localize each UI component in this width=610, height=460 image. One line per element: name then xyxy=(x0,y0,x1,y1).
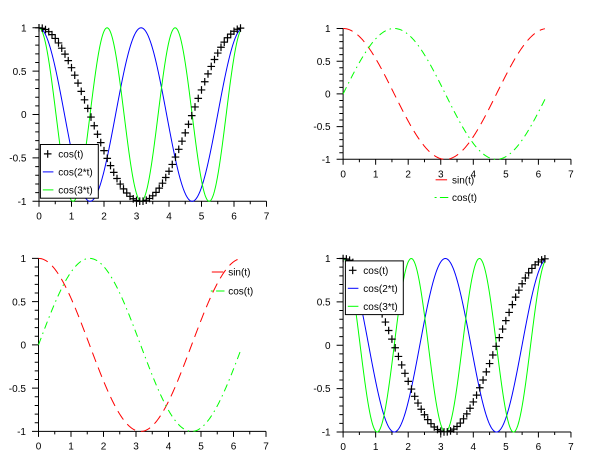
svg-text:cos(t): cos(t) xyxy=(58,150,83,161)
svg-text:0.5: 0.5 xyxy=(13,67,27,78)
svg-text:6: 6 xyxy=(231,442,237,453)
svg-text:0: 0 xyxy=(36,442,42,453)
svg-text:-1: -1 xyxy=(18,197,27,208)
svg-text:cos(t): cos(t) xyxy=(228,287,253,298)
svg-text:3: 3 xyxy=(134,212,140,223)
svg-text:1: 1 xyxy=(21,23,27,34)
svg-text:0: 0 xyxy=(20,341,26,352)
svg-text:2: 2 xyxy=(101,212,107,223)
svg-text:5: 5 xyxy=(503,442,509,453)
svg-text:0: 0 xyxy=(36,212,42,223)
svg-text:cos(t): cos(t) xyxy=(452,193,477,204)
svg-text:-1: -1 xyxy=(322,428,331,439)
svg-text:3: 3 xyxy=(438,442,444,453)
svg-text:4: 4 xyxy=(471,170,477,181)
svg-text:2: 2 xyxy=(405,170,411,181)
svg-text:0.5: 0.5 xyxy=(12,297,26,308)
svg-text:2: 2 xyxy=(405,442,411,453)
svg-text:-0.5: -0.5 xyxy=(313,122,331,133)
svg-text:0: 0 xyxy=(21,110,27,121)
svg-text:5: 5 xyxy=(503,170,509,181)
svg-text:3: 3 xyxy=(438,170,444,181)
svg-text:6: 6 xyxy=(536,170,542,181)
svg-text:4: 4 xyxy=(471,442,477,453)
svg-text:0.5: 0.5 xyxy=(317,297,331,308)
svg-text:5: 5 xyxy=(199,212,205,223)
svg-text:-0.5: -0.5 xyxy=(9,384,27,395)
svg-text:cos(2*t): cos(2*t) xyxy=(58,168,92,179)
svg-text:-0.5: -0.5 xyxy=(9,154,27,165)
svg-text:sin(t): sin(t) xyxy=(452,175,474,186)
svg-text:7: 7 xyxy=(568,170,574,181)
svg-text:4: 4 xyxy=(166,442,172,453)
svg-text:cos(2*t): cos(2*t) xyxy=(363,284,397,295)
svg-text:-1: -1 xyxy=(17,427,26,438)
svg-text:4: 4 xyxy=(166,212,172,223)
svg-text:cos(3*t): cos(3*t) xyxy=(363,302,397,313)
svg-text:7: 7 xyxy=(263,442,269,453)
svg-text:0.5: 0.5 xyxy=(317,57,331,68)
svg-text:6: 6 xyxy=(536,442,542,453)
svg-text:3: 3 xyxy=(133,442,139,453)
svg-text:0: 0 xyxy=(325,341,331,352)
svg-text:-1: -1 xyxy=(322,155,331,166)
svg-text:-0.5: -0.5 xyxy=(313,384,331,395)
svg-text:1: 1 xyxy=(325,24,331,35)
svg-text:1: 1 xyxy=(69,212,75,223)
svg-text:5: 5 xyxy=(198,442,204,453)
svg-text:0: 0 xyxy=(340,170,346,181)
svg-text:1: 1 xyxy=(373,442,379,453)
svg-text:1: 1 xyxy=(373,170,379,181)
svg-text:7: 7 xyxy=(264,212,270,223)
svg-text:1: 1 xyxy=(20,254,26,265)
svg-text:sin(t): sin(t) xyxy=(228,268,250,279)
svg-text:0: 0 xyxy=(325,90,331,101)
svg-text:7: 7 xyxy=(568,442,574,453)
svg-text:cos(3*t): cos(3*t) xyxy=(58,186,92,197)
svg-text:0: 0 xyxy=(340,442,346,453)
svg-text:cos(t): cos(t) xyxy=(363,266,388,277)
svg-text:6: 6 xyxy=(231,212,237,223)
svg-text:2: 2 xyxy=(101,442,107,453)
svg-text:1: 1 xyxy=(68,442,74,453)
svg-text:1: 1 xyxy=(325,254,331,265)
